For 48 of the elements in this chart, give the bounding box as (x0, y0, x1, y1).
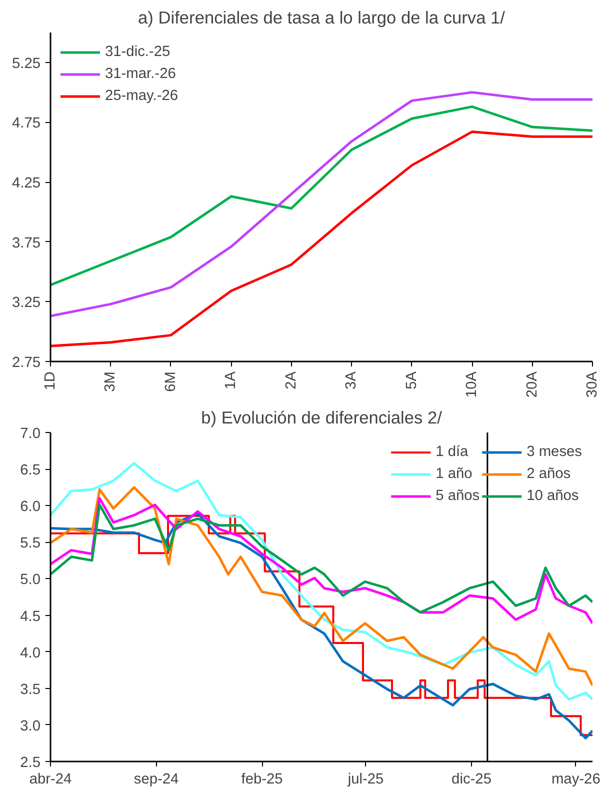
x-tick-label: 1A (223, 371, 240, 390)
line-series (50, 486, 592, 687)
x-tick-label: 30A (584, 371, 600, 398)
legend-label: 31-dic.-25 (105, 44, 170, 60)
legend-label: 2 años (526, 466, 571, 482)
y-tick-label: 5.25 (12, 56, 41, 72)
legend-label: 31-mar.-26 (105, 66, 176, 82)
x-tick-label: 10A (464, 371, 480, 398)
y-tick-label: 7.0 (20, 426, 40, 442)
y-tick-label: 2.75 (12, 355, 41, 371)
y-tick-label: 3.0 (20, 718, 40, 734)
legend-label: 1 año (436, 466, 472, 482)
line-series (50, 462, 592, 701)
y-tick-label: 4.0 (20, 645, 40, 662)
y-tick-label: 6.5 (20, 462, 40, 479)
x-tick-label: 6M (162, 371, 179, 392)
legend-label: 5 años (436, 488, 480, 504)
y-tick-label: 5.0 (20, 572, 40, 588)
line-series (50, 105, 592, 286)
x-tick-label: may-26 (551, 772, 600, 788)
x-tick-label: 5A (404, 371, 420, 390)
y-tick-label: 5.5 (20, 536, 40, 552)
y-tick-label: 3.25 (12, 295, 41, 312)
legend-label: 10 años (526, 488, 579, 504)
y-tick-label: 6.0 (20, 499, 40, 516)
line-series (50, 130, 592, 348)
legend-label: 1 día (436, 444, 468, 460)
x-tick-label: 2A (283, 371, 300, 390)
y-tick-label: 2.5 (20, 755, 40, 771)
legend-label: 3 meses (526, 444, 582, 460)
y-tick-label: 4.25 (12, 176, 41, 192)
x-tick-label: 20A (524, 371, 540, 398)
line-series (50, 91, 592, 318)
x-tick-label: 3A (344, 371, 360, 390)
x-tick-label: 3M (102, 371, 119, 392)
y-tick-label: 4.5 (20, 608, 40, 625)
y-tick-label: 3.75 (12, 235, 41, 252)
x-tick-label: sep-24 (134, 772, 179, 788)
x-tick-label: jul-25 (346, 772, 384, 788)
chart-title: a) Diferenciales de tasa a lo largo de la curva 1/ (138, 8, 506, 28)
legend-label: 25-may.-26 (105, 88, 178, 104)
x-tick-label: feb-25 (241, 772, 283, 788)
y-tick-label: 3.5 (20, 682, 40, 698)
chart-title: b) Evolución de diferenciales 2/ (201, 408, 442, 428)
y-tick-label: 4.75 (12, 116, 41, 132)
x-tick-label: dic-25 (452, 772, 492, 788)
x-tick-label: abr-24 (29, 772, 72, 788)
x-tick-label: 1D (42, 371, 58, 390)
